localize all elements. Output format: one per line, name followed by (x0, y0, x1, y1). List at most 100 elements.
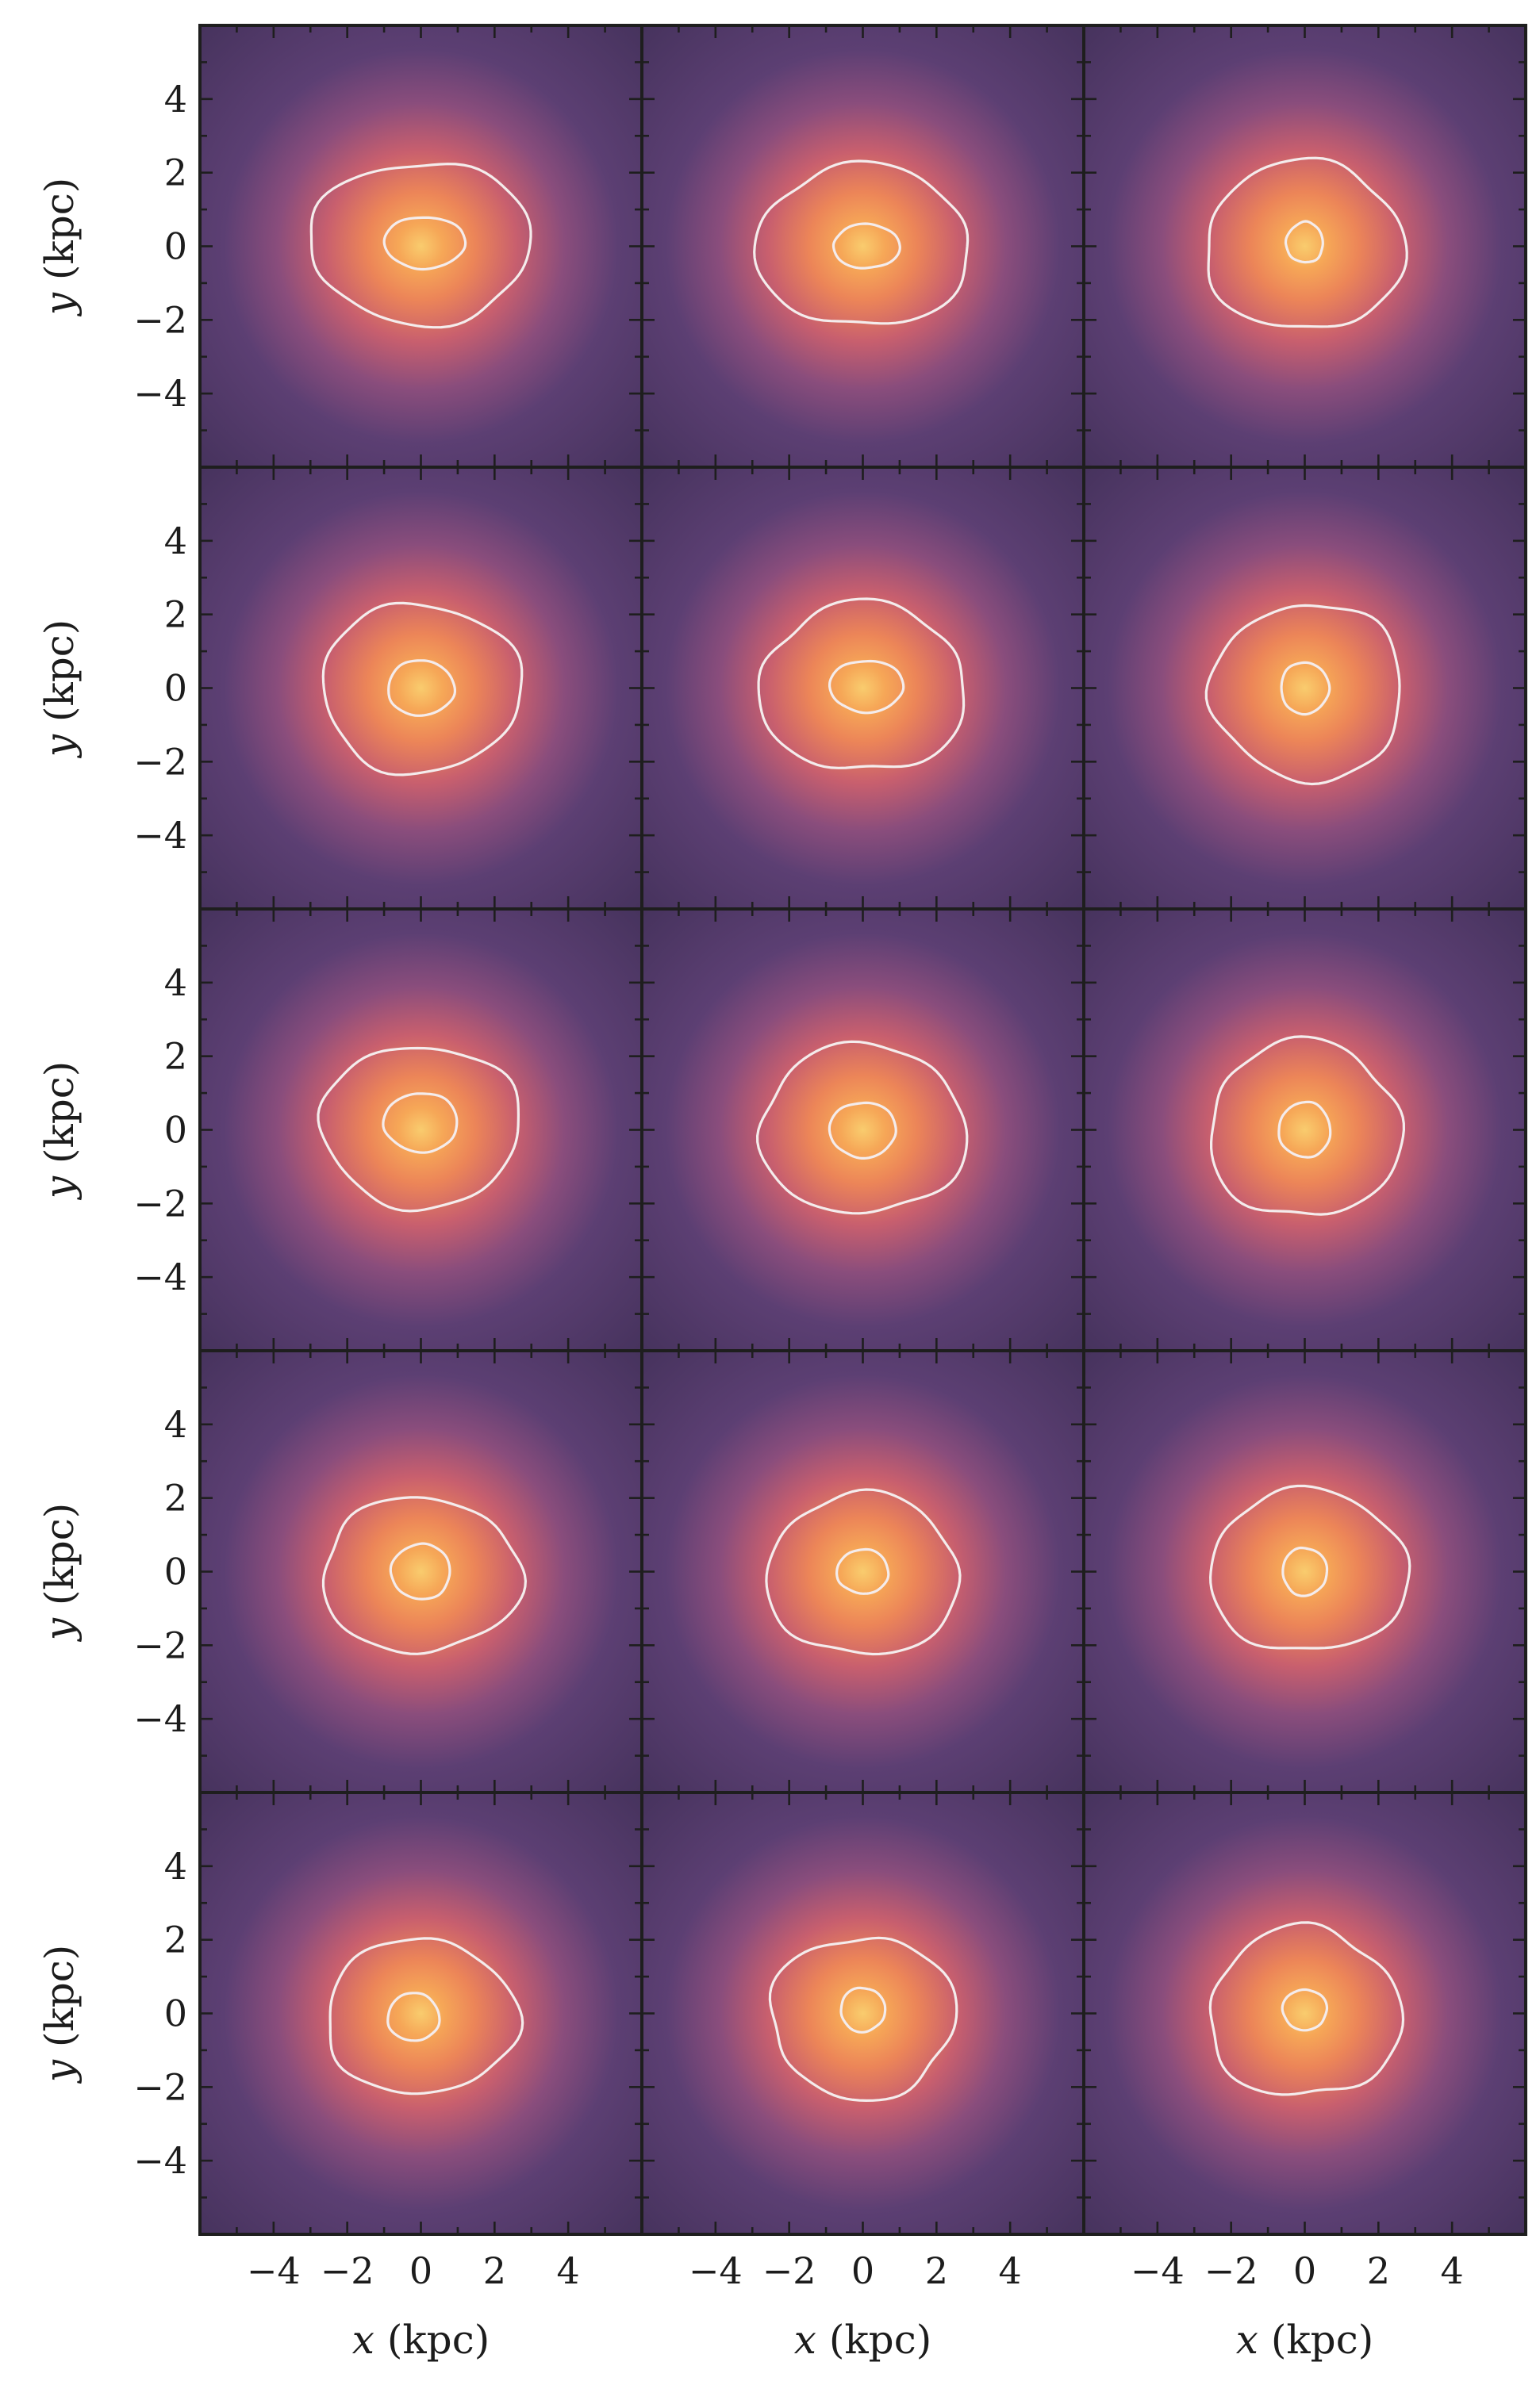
x-tick-label: −4 (247, 2249, 301, 2292)
outer-contour-line (755, 1040, 969, 1215)
y-axis-label: y (kpc) (36, 1061, 83, 1200)
x-axis-label: x (kpc) (352, 2317, 490, 2363)
density-heatmap (200, 467, 642, 909)
y-tick-label: 4 (164, 1403, 187, 1446)
density-heatmap (642, 25, 1084, 467)
y-tick-label: −2 (133, 2065, 187, 2108)
density-heatmap (200, 909, 642, 1351)
x-tick-label: 2 (483, 2249, 506, 2292)
y-tick-label: −2 (133, 1624, 187, 1666)
y-tick-label: −4 (133, 814, 187, 857)
y-tick-label: 0 (164, 1109, 187, 1152)
y-tick-label: −4 (133, 372, 187, 415)
x-tick-label: 0 (1293, 2249, 1316, 2292)
density-heatmap (200, 1793, 642, 2234)
outer-contour-line (328, 1937, 524, 2095)
x-tick-label: 4 (557, 2249, 580, 2292)
x-tick-label: −2 (321, 2249, 374, 2292)
panel-4-1 (642, 1793, 1084, 2234)
y-tick-label: 0 (164, 1551, 187, 1593)
panel-3-1 (642, 1351, 1084, 1793)
inner-contour-line (1280, 661, 1331, 716)
panel-1-2 (1084, 467, 1526, 909)
y-tick-label: −4 (133, 1697, 187, 1740)
ticks-layer (198, 24, 1527, 2236)
y-tick-label: −2 (133, 740, 187, 783)
outer-contour-line (1210, 1035, 1406, 1216)
x-tick-label: 4 (1441, 2249, 1464, 2292)
inner-contour-line (839, 1986, 887, 2034)
y-tick-label: −2 (133, 298, 187, 341)
y-tick-label: 0 (164, 1992, 187, 2035)
density-heatmap (200, 1351, 642, 1793)
y-tick-label: 4 (164, 1845, 187, 1888)
density-heatmap (200, 25, 642, 467)
y-tick-label: 4 (164, 78, 187, 121)
density-heatmap (642, 909, 1084, 1351)
density-heatmap (1084, 25, 1526, 467)
x-tick-label: −2 (762, 2249, 816, 2292)
outer-contour-line (321, 601, 524, 776)
panel-2-0 (200, 909, 642, 1351)
y-tick-label: −4 (133, 2139, 187, 2182)
density-heatmap (1084, 909, 1526, 1351)
inner-contour-line (389, 1542, 451, 1601)
inner-contour-line (382, 1092, 459, 1154)
y-tick-label: 2 (164, 151, 187, 194)
density-heatmap (642, 467, 1084, 909)
panel-3-0 (200, 1351, 642, 1793)
panel-0-1 (642, 25, 1084, 467)
outer-contour-line (1204, 604, 1401, 786)
y-tick-label: 2 (164, 1035, 187, 1078)
x-tick-label: 2 (1367, 2249, 1390, 2292)
panel-1-1 (642, 467, 1084, 909)
density-heatmap (1084, 1351, 1526, 1793)
panel-0-0 (200, 25, 642, 467)
panel-0-2 (1084, 25, 1526, 467)
inner-contour-line (1281, 1988, 1329, 2032)
y-tick-label: 4 (164, 520, 187, 562)
x-tick-label: 2 (925, 2249, 948, 2292)
y-tick-label: 0 (164, 667, 187, 710)
inner-contour-line (386, 1992, 441, 2042)
y-tick-label: −2 (133, 1182, 187, 1225)
density-heatmap (1084, 1793, 1526, 2234)
labels-layer: −4 −2 0 2 4 y (kpc) −4 −2 0 2 4 y (kpc) −4 −2 0 2 4 y (kp… (36, 78, 1464, 2363)
density-heatmap (1084, 467, 1526, 909)
outer-contour-line (321, 1496, 528, 1655)
y-tick-label: 2 (164, 1477, 187, 1520)
outer-contour-line (1207, 156, 1408, 328)
outer-contour-line (1208, 1921, 1405, 2096)
x-tick-label: 0 (409, 2249, 432, 2292)
x-tick-label: −2 (1204, 2249, 1258, 2292)
inner-contour-line (831, 222, 901, 270)
inner-contour-line (835, 1547, 890, 1595)
inner-contour-line (1277, 1100, 1332, 1159)
y-axis-label: y (kpc) (36, 178, 83, 316)
x-tick-label: 4 (999, 2249, 1022, 2292)
y-axis-label: y (kpc) (36, 1503, 83, 1642)
x-axis-label: x (kpc) (1236, 2317, 1373, 2363)
outer-contour-line (768, 1936, 958, 2103)
y-tick-label: 2 (164, 593, 187, 636)
y-axis-label: y (kpc) (36, 619, 83, 758)
inner-contour-line (382, 216, 467, 271)
inner-contour-line (387, 659, 456, 717)
inner-contour-line (1284, 220, 1324, 264)
panel-2-1 (642, 909, 1084, 1351)
x-tick-label: 0 (851, 2249, 874, 2292)
density-heatmap (642, 1793, 1084, 2234)
panel-4-0 (200, 1793, 642, 2234)
panels-layer (200, 25, 1526, 2234)
outer-contour-line (765, 1488, 962, 1656)
x-tick-label: −4 (1131, 2249, 1185, 2292)
panel-2-2 (1084, 909, 1526, 1351)
outer-contour-line (753, 159, 970, 325)
inner-contour-line (1281, 1546, 1329, 1597)
panel-1-0 (200, 467, 642, 909)
y-axis-label: y (kpc) (36, 1945, 83, 2084)
panel-3-2 (1084, 1351, 1526, 1793)
outer-contour-line (317, 1046, 520, 1213)
outer-contour-line (1208, 1484, 1411, 1650)
